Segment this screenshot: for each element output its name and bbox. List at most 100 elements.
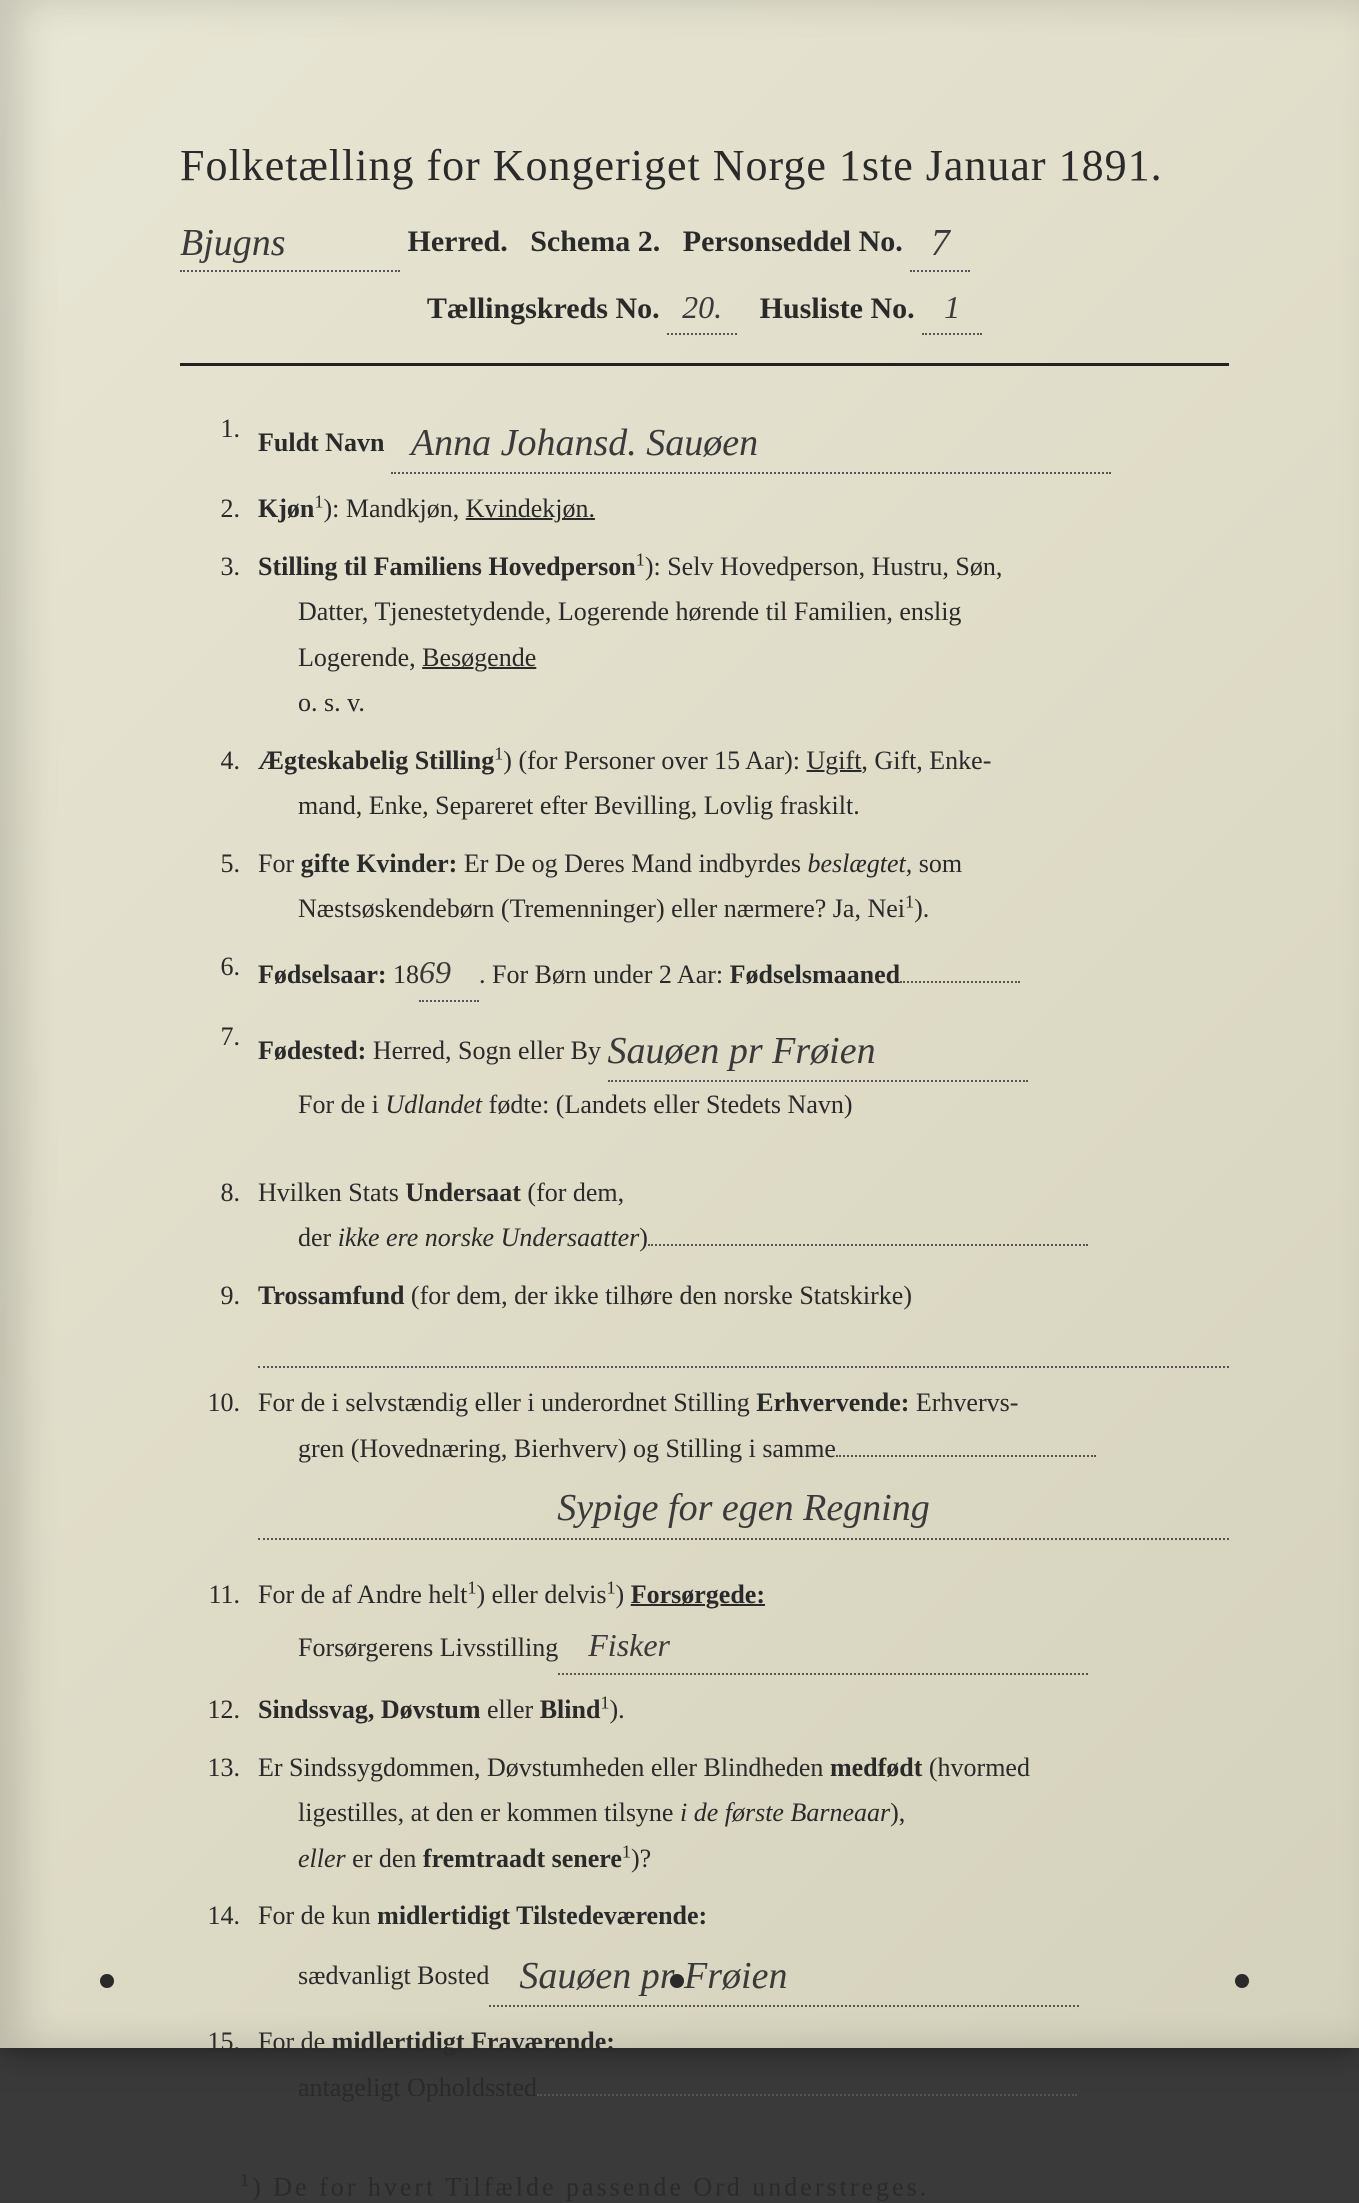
sup: 1 [600, 1692, 609, 1712]
field-label: Ægteskabelig Stilling [258, 746, 494, 775]
field-text: For [258, 849, 301, 878]
footnote-text: ) De for hvert Tilfælde passende Ord und… [252, 2173, 929, 2202]
field-12: 12. Sindssvag, Døvstum eller Blind1). [180, 1687, 1229, 1733]
field-label: fremtraadt senere [423, 1844, 622, 1873]
field-text: ): Mandkjøn, [323, 494, 465, 523]
footnote: 1) De for hvert Tilfælde passende Ord un… [180, 2170, 1229, 2203]
field-label: Fødested: [258, 1036, 366, 1065]
field-text: For de [258, 2027, 332, 2056]
field-label: Kjøn [258, 494, 314, 523]
field-text: (for dem, der ikke tilhøre den norske St… [404, 1281, 912, 1310]
header-line-1: Bjugns Herred. Schema 2. Personseddel No… [180, 209, 1229, 272]
field-line2: Datter, Tjenestetydende, Logerende høren… [258, 589, 961, 635]
field-text: For de i [298, 1090, 385, 1119]
field-num: 9. [180, 1273, 258, 1368]
provider-handwritten: Fisker [588, 1627, 670, 1663]
field-10: 10. For de i selvstændig eller i underor… [180, 1380, 1229, 1540]
field-text: Erhvervs- [909, 1388, 1018, 1417]
occupation-handwritten: Sypige for egen Regning [557, 1487, 930, 1529]
field-text: der [298, 1223, 338, 1252]
field-6: 6. Fødselsaar: 1869. For Børn under 2 Aa… [180, 944, 1229, 1002]
field-text: Er De og Deres Mand indbyrdes [457, 849, 807, 878]
field-num: 13. [180, 1745, 258, 1882]
field-label: Erhvervende: [756, 1388, 909, 1417]
field-text: . For Børn under 2 Aar: [479, 960, 730, 989]
dotted-blank [900, 981, 1020, 983]
field-text: Er Sindssygdommen, Døvstumheden eller Bl… [258, 1753, 830, 1782]
census-form-page: Folketælling for Kongeriget Norge 1ste J… [0, 0, 1359, 2048]
field-14: 14. For de kun midlertidigt Tilstedevære… [180, 1893, 1229, 2007]
field-line2: Næstsøskendebørn (Tremenninger) eller næ… [298, 894, 905, 923]
field-text: som [912, 849, 962, 878]
field-label: midlertidigt Fraværende: [332, 2027, 615, 2056]
field-text: ) (for Personer over 15 Aar): [503, 746, 806, 775]
field-1: 1. Fuldt Navn Anna Johansd. Sauøen [180, 406, 1229, 475]
taellingskreds-label: Tællingskreds No. [427, 292, 660, 325]
field-text: (hvormed [922, 1753, 1030, 1782]
dotted-blank [648, 1244, 1088, 1246]
italic: eller [298, 1844, 346, 1873]
sup: 1 [905, 892, 914, 912]
field-num: 1. [180, 406, 258, 475]
header-line-2: Tællingskreds No. 20. Husliste No. 1 [180, 282, 1229, 335]
field-num: 7. [180, 1014, 258, 1128]
field-text: ) [616, 1580, 631, 1609]
field-label: Trossamfund [258, 1281, 404, 1310]
italic: i de første Barneaar [680, 1798, 890, 1827]
dotted-blank [537, 2094, 1077, 2096]
field-label: Stilling til Familiens Hovedperson [258, 552, 636, 581]
field-num: 8. [180, 1170, 258, 1261]
herred-handwritten: Bjugns [180, 222, 286, 264]
sup: 1 [494, 743, 503, 763]
field-text: ), [890, 1798, 905, 1827]
binding-hole [100, 1974, 114, 1988]
field-text: er den [346, 1844, 423, 1873]
field-line2: gren (Hovednæring, Bierhverv) og Stillin… [258, 1426, 836, 1472]
year-handwritten: 69 [419, 944, 479, 1002]
field-label: Blind [540, 1695, 601, 1724]
herred-label: Herred. [408, 225, 508, 258]
personseddel-label: Personseddel No. [683, 225, 903, 258]
field-num: 15. [180, 2019, 258, 2110]
field-text: For de af Andre helt [258, 1580, 467, 1609]
field-label: Sindssvag, Døvstum [258, 1695, 481, 1724]
field-label: Fødselsaar: [258, 960, 387, 989]
field-num: 2. [180, 486, 258, 532]
field-text: 18 [387, 960, 420, 989]
field-text: For de i selvstændig eller i underordnet… [258, 1388, 756, 1417]
field-line3-pre: Logerende, [298, 643, 422, 672]
name-handwritten: Anna Johansd. Sauøen [411, 422, 758, 464]
field-num: 14. [180, 1893, 258, 2007]
italic: beslægtet, [808, 849, 913, 878]
field-text: Herred, Sogn eller By [366, 1036, 607, 1065]
binding-hole [670, 1974, 684, 1988]
husliste-no: 1 [944, 289, 960, 325]
field-label: Undersaat [405, 1178, 521, 1207]
field-11: 11. For de af Andre helt1) eller delvis1… [180, 1572, 1229, 1676]
divider [180, 363, 1229, 366]
field-label: gifte Kvinder: [301, 849, 458, 878]
field-line2: Forsørgerens Livsstilling [258, 1625, 558, 1671]
field-3: 3. Stilling til Familiens Hovedperson1):… [180, 544, 1229, 726]
field-7: 7. Fødested: Herred, Sogn eller By Sauøe… [180, 1014, 1229, 1128]
field-num: 12. [180, 1687, 258, 1733]
dotted-blank [836, 1455, 1096, 1457]
field-num: 10. [180, 1380, 258, 1540]
field-text: fødte: (Landets eller Stedets Navn) [482, 1090, 852, 1119]
field-text: ligestilles, at den er kommen tilsyne [298, 1798, 680, 1827]
field-label: Fødselsmaaned [730, 960, 900, 989]
sup: 1 [636, 549, 645, 569]
form-title: Folketælling for Kongeriget Norge 1ste J… [180, 140, 1229, 191]
field-line2: antageligt Opholdssted [258, 2065, 537, 2111]
field-num: 3. [180, 544, 258, 726]
field-num: 5. [180, 841, 258, 932]
field-num: 4. [180, 738, 258, 829]
field-text: Hvilken Stats [258, 1178, 405, 1207]
birthplace-handwritten: Sauøen pr Frøien [608, 1030, 876, 1072]
field-line4: o. s. v. [258, 680, 365, 726]
schema-label: Schema 2. [530, 225, 660, 258]
field-text: (for dem, [521, 1178, 624, 1207]
field-8: 8. Hvilken Stats Undersaat (for dem, der… [180, 1170, 1229, 1261]
binding-hole [1235, 1974, 1249, 1988]
husliste-label: Husliste No. [760, 292, 915, 325]
